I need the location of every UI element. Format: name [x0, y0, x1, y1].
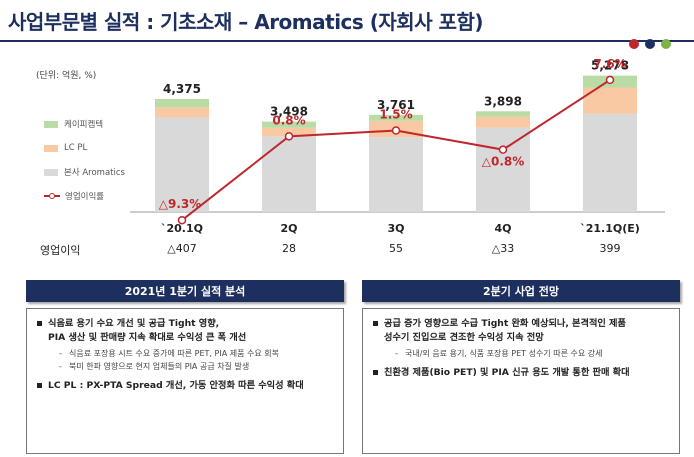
legend-swatch	[44, 168, 58, 176]
bullet-text-block: 공급 증가 영향으로 수급 Tight 완화 예상되나, 본격적인 제품 성수기…	[384, 317, 626, 345]
x-tick-label: 3Q	[387, 222, 404, 235]
bullet-text: LC PL : PX-PTA Spread 개선, 가동 안정화 따른 수익성 …	[48, 380, 304, 391]
x-tick-label: `21.1Q(E)	[580, 222, 640, 235]
bar-segment	[476, 111, 530, 117]
legend-item-kpchemtech: 케이피켐텍	[44, 112, 125, 136]
dash-icon: -	[59, 362, 62, 371]
dash-icon: -	[395, 349, 398, 358]
bar-segment	[583, 113, 637, 212]
bullet-text-cont: PIA 생산 및 판매량 지속 확대로 수익성 큰 폭 개선	[48, 332, 247, 343]
legend-swatch	[44, 120, 58, 128]
bullet-item: 친환경 제품(Bio PET) 및 PIA 신규 용도 개발 통한 판매 확대	[373, 366, 671, 380]
bullet-item: 공급 증가 영향으로 수급 Tight 완화 예상되나, 본격적인 제품 성수기…	[373, 317, 671, 345]
bullet-text-cont: 성수기 진입으로 견조한 수익성 지속 전망	[384, 332, 544, 343]
bar-total-label: 3,498	[270, 105, 308, 119]
margin-data-label: 0.8%	[272, 113, 305, 127]
bar-total-label: 5,278	[591, 59, 629, 73]
bullet-square-icon	[37, 383, 42, 388]
margin-data-label: 1.5%	[379, 108, 412, 122]
panel-header-q1-analysis: 2021년 1분기 실적 분석	[26, 280, 344, 302]
bullet-text-block: 식음료 용기 수요 개선 및 공급 Tight 영향, PIA 생산 및 판매량…	[48, 317, 246, 345]
bar-segment	[262, 127, 316, 137]
bar-segment	[155, 98, 209, 108]
sub-bullet-text: 북미 한파 영향으로 현지 업체들의 PIA 공급 차질 발생	[69, 362, 250, 371]
bullet-square-icon	[373, 321, 378, 326]
legend-item-lcpl: LC PL	[44, 136, 125, 160]
operating-profit-value: △33	[491, 242, 515, 255]
unit-label: (단위: 억원, %)	[36, 71, 97, 81]
sub-bullet-item: - 북미 한파 영향으로 현지 업체들의 PIA 공급 차질 발생	[59, 360, 335, 373]
bar-segment	[476, 127, 530, 212]
panel-header-q2-outlook: 2분기 사업 전망	[362, 280, 680, 302]
bar-segment	[369, 137, 423, 212]
bullet-text: 친환경 제품(Bio PET) 및 PIA 신규 용도 개발 통한 판매 확대	[384, 367, 630, 378]
bullet-item: 식음료 용기 수요 개선 및 공급 Tight 영향, PIA 생산 및 판매량…	[37, 317, 335, 345]
legend-label: 케이피켐텍	[64, 120, 104, 130]
x-tick-label: 4Q	[494, 222, 511, 235]
legend-swatch	[44, 144, 58, 152]
sub-bullet-text: 식음료 포장용 시트 수요 증가에 따른 PET, PIA 제품 수요 회복	[69, 349, 279, 358]
dash-icon: -	[59, 349, 62, 358]
operating-profit-value: 28	[282, 242, 296, 255]
operating-profit-value: 55	[389, 242, 403, 255]
bullet-square-icon	[37, 321, 42, 326]
margin-data-label: △9.3%	[159, 197, 202, 211]
operating-profit-label: 영업이익	[40, 244, 81, 257]
bar-total-label: 3,761	[377, 98, 415, 112]
bullet-item: LC PL : PX-PTA Spread 개선, 가동 안정화 따른 수익성 …	[37, 379, 335, 393]
brand-dots-logo	[629, 39, 671, 49]
bar-segment	[369, 114, 423, 121]
x-tick-label: 2Q	[280, 222, 297, 235]
bar-segment	[262, 136, 316, 212]
legend-line-marker	[44, 192, 60, 200]
panel-q1-analysis: 식음료 용기 수요 개선 및 공급 Tight 영향, PIA 생산 및 판매량…	[26, 308, 344, 454]
bullet-square-icon	[373, 370, 378, 375]
legend-label: LC PL	[64, 143, 88, 153]
panel-q2-outlook: 공급 증가 영향으로 수급 Tight 완화 예상되나, 본격적인 제품 성수기…	[362, 308, 680, 454]
operating-profit-value: △407	[167, 242, 197, 255]
operating-profit-value: 399	[599, 242, 621, 255]
bar-segment	[476, 116, 530, 128]
margin-point	[498, 145, 508, 154]
legend-label: 본사 Aromatics	[64, 168, 125, 178]
page-title: 사업부문별 실적 : 기초소재 – Aromatics (자회사 포함)	[8, 10, 484, 34]
title-divider	[0, 40, 694, 42]
bar-segment	[155, 117, 209, 212]
bar-total-label: 4,375	[163, 82, 201, 96]
margin-point	[391, 126, 401, 135]
sub-bullet-text: 국내/외 음료 용기, 식품 포장용 PET 성수기 따른 수요 강세	[405, 349, 603, 358]
stacked-bar-line-chart: 4,375 `20.1Q 3,498 2Q 3,761 3Q 3,898 4Q 5,278 `21…	[130, 57, 665, 235]
margin-point	[605, 75, 615, 85]
chart-legend: 케이피켐텍 LC PL 본사 Aromatics 영업이익률	[44, 112, 125, 208]
margin-data-label: 7.6%	[593, 57, 626, 71]
legend-item-hq-aromatics: 본사 Aromatics	[44, 160, 125, 184]
bullet-text: 식음료 용기 수요 개선 및 공급 Tight 영향,	[48, 318, 220, 329]
brand-dot-navy	[645, 39, 655, 49]
bullet-text: 공급 증가 영향으로 수급 Tight 완화 예상되나, 본격적인 제품	[384, 318, 626, 329]
brand-dot-red	[629, 39, 639, 49]
bar-total-label: 3,898	[484, 94, 522, 108]
legend-item-op-margin: 영업이익률	[44, 184, 125, 208]
margin-point	[177, 215, 187, 225]
brand-dot-green	[661, 39, 671, 49]
sub-bullet-item: - 식음료 포장용 시트 수요 증가에 따른 PET, PIA 제품 수요 회복	[59, 347, 335, 360]
legend-label: 영업이익률	[65, 192, 105, 202]
bar-segment	[262, 121, 316, 128]
x-tick-label: `20.1Q	[161, 222, 203, 235]
margin-point	[284, 132, 294, 141]
sub-bullet-item: - 국내/외 음료 용기, 식품 포장용 PET 성수기 따른 수요 강세	[395, 347, 671, 360]
bar-segment	[155, 107, 209, 118]
margin-data-label: △0.8%	[482, 155, 525, 169]
